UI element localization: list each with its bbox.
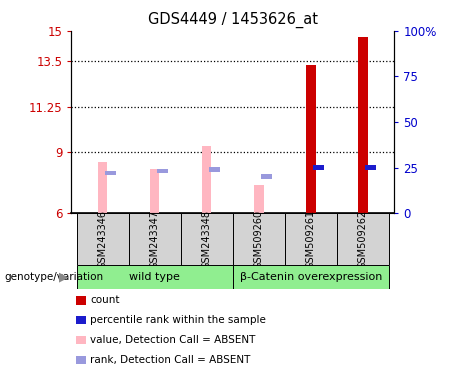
FancyBboxPatch shape bbox=[181, 213, 233, 265]
Text: GSM509261: GSM509261 bbox=[306, 210, 316, 268]
Text: GSM243347: GSM243347 bbox=[150, 210, 160, 268]
Bar bbox=[261, 174, 272, 179]
Text: GSM243346: GSM243346 bbox=[98, 210, 108, 268]
Text: GSM243348: GSM243348 bbox=[202, 210, 212, 268]
FancyBboxPatch shape bbox=[337, 213, 389, 265]
Bar bbox=[202, 146, 212, 213]
Bar bbox=[254, 185, 264, 213]
Bar bbox=[365, 165, 377, 170]
FancyBboxPatch shape bbox=[285, 213, 337, 265]
Bar bbox=[157, 169, 168, 174]
Text: percentile rank within the sample: percentile rank within the sample bbox=[90, 315, 266, 325]
Text: count: count bbox=[90, 295, 119, 305]
Text: β-Catenin overexpression: β-Catenin overexpression bbox=[240, 272, 382, 282]
Bar bbox=[358, 37, 367, 213]
Bar bbox=[105, 171, 116, 175]
Bar bbox=[150, 169, 160, 213]
FancyBboxPatch shape bbox=[77, 265, 233, 289]
Bar bbox=[306, 65, 316, 213]
Bar bbox=[209, 167, 220, 172]
Text: GSM509260: GSM509260 bbox=[254, 210, 264, 268]
Text: ▶: ▶ bbox=[59, 270, 68, 283]
Text: rank, Detection Call = ABSENT: rank, Detection Call = ABSENT bbox=[90, 355, 250, 365]
FancyBboxPatch shape bbox=[233, 265, 389, 289]
FancyBboxPatch shape bbox=[129, 213, 181, 265]
Title: GDS4449 / 1453626_at: GDS4449 / 1453626_at bbox=[148, 12, 318, 28]
Text: value, Detection Call = ABSENT: value, Detection Call = ABSENT bbox=[90, 335, 255, 345]
FancyBboxPatch shape bbox=[77, 213, 129, 265]
Bar bbox=[98, 162, 107, 213]
Text: genotype/variation: genotype/variation bbox=[5, 272, 104, 282]
Text: GSM509262: GSM509262 bbox=[358, 209, 368, 269]
Bar bbox=[313, 165, 325, 170]
FancyBboxPatch shape bbox=[233, 213, 285, 265]
Text: wild type: wild type bbox=[129, 272, 180, 282]
